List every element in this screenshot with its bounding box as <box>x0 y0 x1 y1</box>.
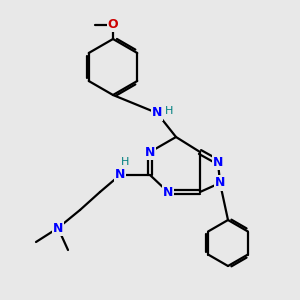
Text: N: N <box>53 221 63 235</box>
Text: H: H <box>121 157 129 167</box>
Text: H: H <box>165 106 173 116</box>
Text: N: N <box>145 146 155 158</box>
Text: N: N <box>163 185 173 199</box>
Text: N: N <box>215 176 225 190</box>
Text: N: N <box>152 106 162 119</box>
Text: N: N <box>115 169 125 182</box>
Text: N: N <box>213 155 223 169</box>
Text: O: O <box>108 19 118 32</box>
